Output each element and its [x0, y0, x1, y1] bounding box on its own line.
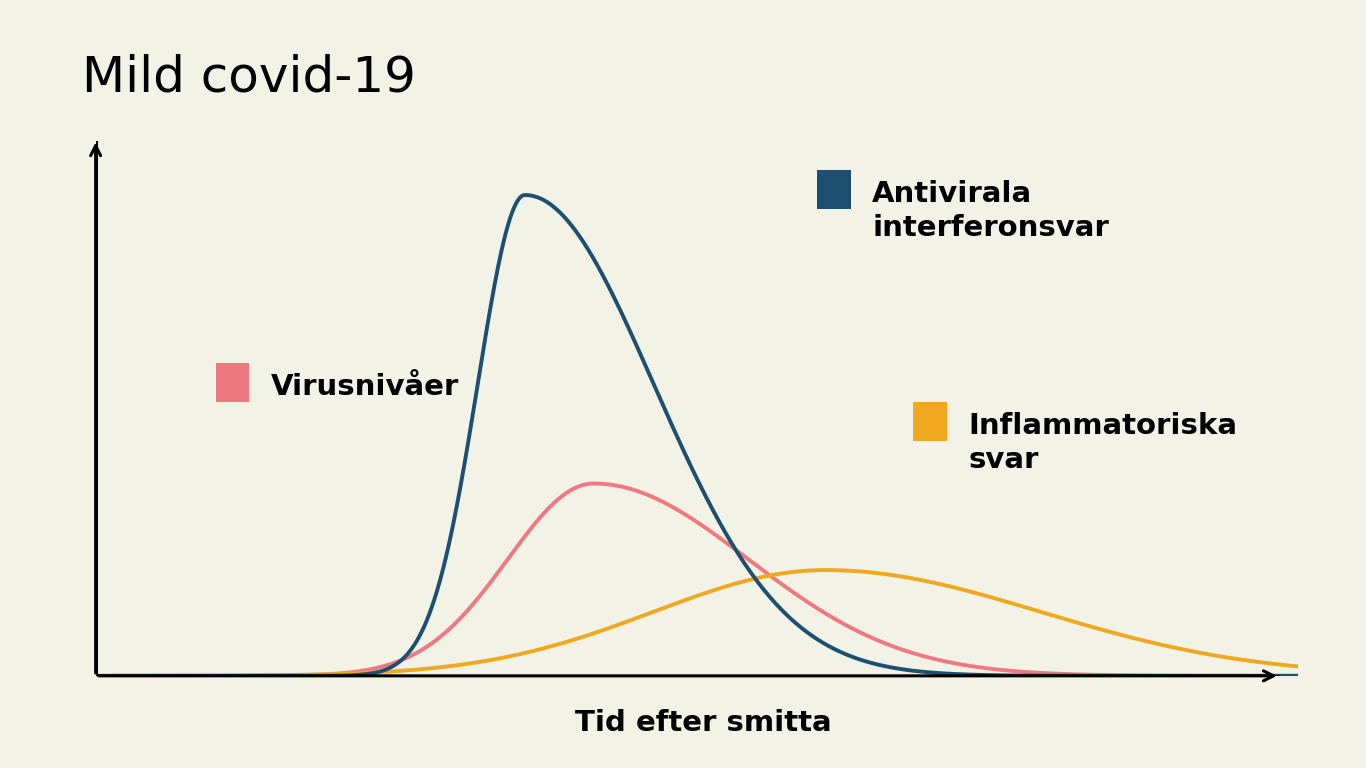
Text: Mild covid-19: Mild covid-19 [82, 54, 415, 102]
Bar [817, 170, 851, 209]
Text: Virusnivåer: Virusnivåer [270, 373, 459, 401]
Text: Tid efter smitta: Tid efter smitta [575, 710, 832, 737]
Bar [216, 363, 250, 402]
Text: Antivirala
interferonsvar: Antivirala interferonsvar [872, 180, 1109, 242]
Bar [912, 402, 947, 441]
Text: Inflammatoriska
svar: Inflammatoriska svar [968, 412, 1238, 475]
